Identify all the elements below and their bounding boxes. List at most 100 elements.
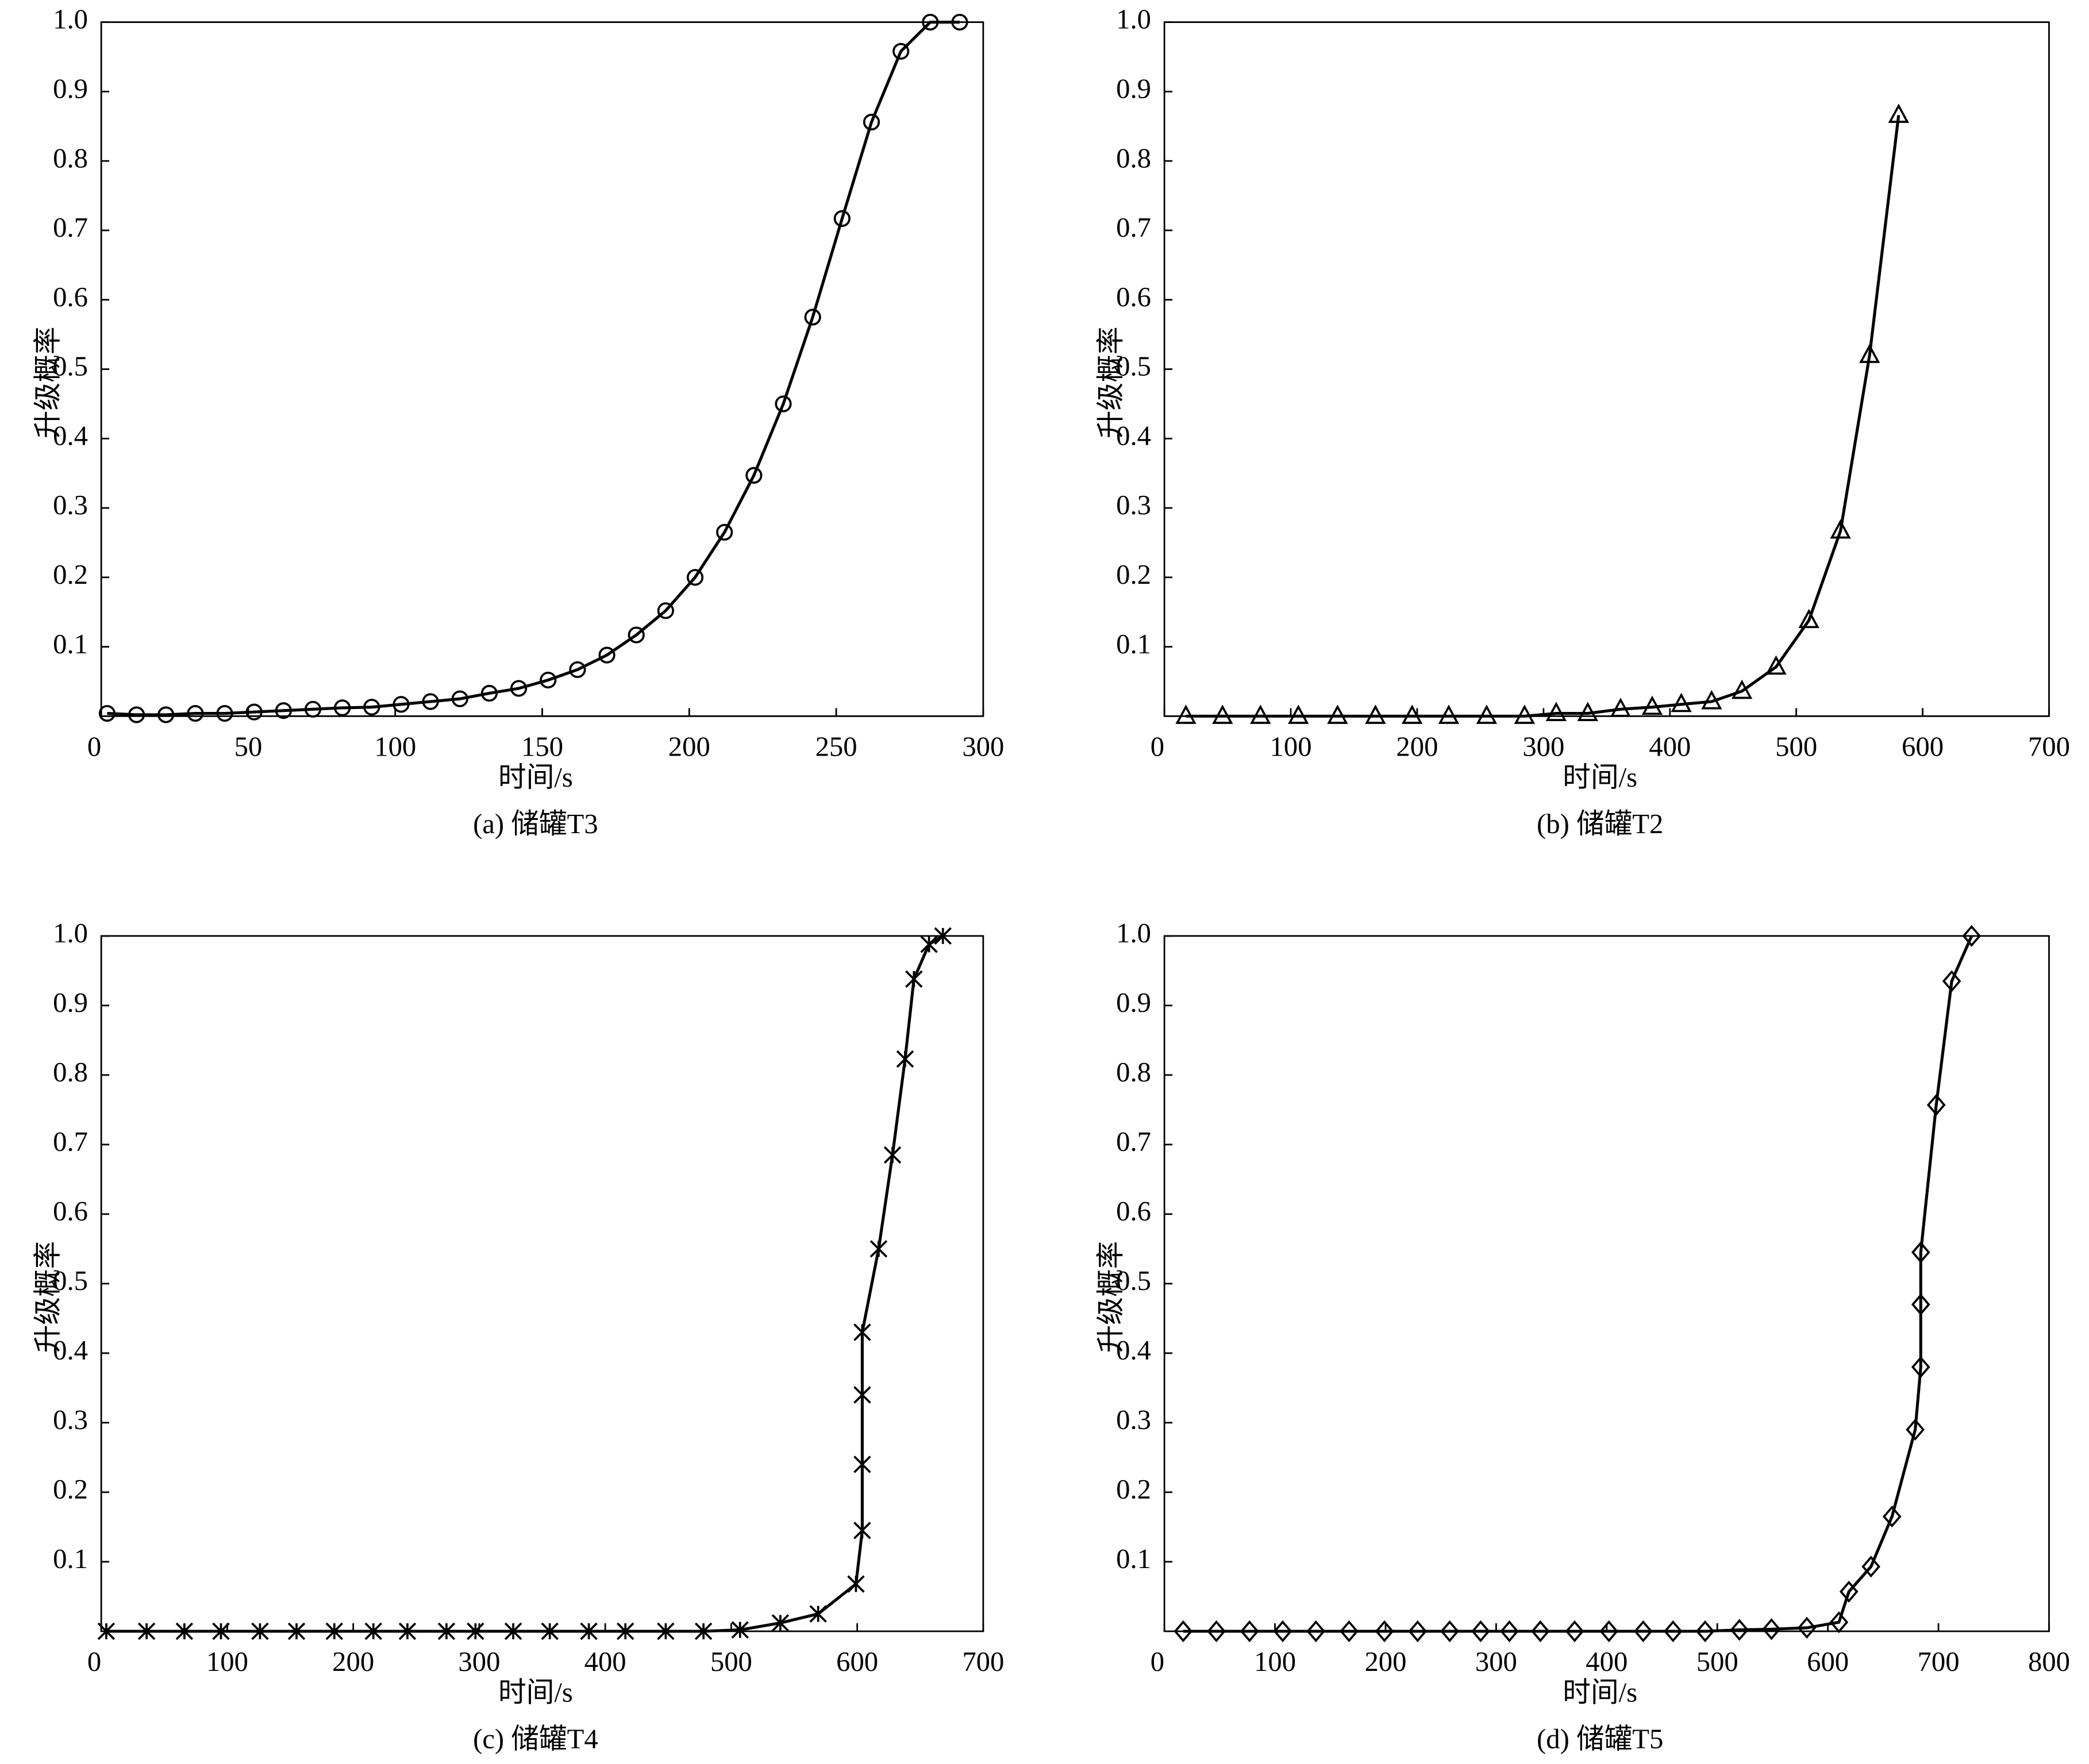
y-axis-label: 升级概率 (32, 326, 63, 438)
marker (540, 671, 557, 689)
y-tick-label: 0.1 (1116, 1543, 1151, 1574)
panel: 0 100 200 300 400 500 600 700 800 0.1 0.2 0.3 0.4 0.5… (1095, 918, 2070, 1755)
x-tick-label: 300 (1475, 1646, 1517, 1677)
marker (1911, 1241, 1930, 1264)
x-tick-label: 100 (374, 731, 416, 762)
marker (716, 523, 733, 541)
marker (853, 1323, 871, 1341)
marker (1829, 1611, 1849, 1634)
marker (809, 1605, 827, 1623)
marker (1962, 925, 1982, 947)
x-axis-label: 时间/s (1563, 762, 1637, 793)
y-tick-label: 0.5 (1116, 351, 1151, 382)
marker (920, 935, 938, 953)
panel: 0 100 200 300 400 500 600 700 0.1 0.2 0.3 0.4 0.5 0.6… (32, 918, 1004, 1755)
marker (922, 13, 939, 31)
x-tick-label: 0 (1151, 731, 1164, 762)
marker (870, 1240, 888, 1258)
y-tick-label: 0.4 (1116, 420, 1151, 451)
marker (137, 1622, 156, 1640)
plot-frame (1163, 935, 2050, 1632)
y-tick-label: 0.3 (53, 1404, 88, 1435)
marker (775, 395, 792, 413)
marker (1762, 1618, 1781, 1640)
x-tick-label: 0 (87, 731, 101, 762)
marker (216, 704, 233, 722)
x-axis-label: 时间/s (1563, 1677, 1637, 1708)
marker (175, 1622, 194, 1640)
y-tick-label: 0.8 (1116, 1057, 1151, 1088)
x-tick-label: 100 (1270, 731, 1312, 762)
x-tick-label: 300 (458, 1646, 500, 1677)
marker (1839, 1580, 1859, 1603)
curve (107, 21, 960, 717)
marker (1859, 344, 1880, 363)
marker (1926, 1093, 1946, 1116)
marker (1695, 1620, 1715, 1643)
x-tick-label: 700 (2028, 731, 2070, 762)
marker (1340, 1620, 1359, 1643)
marker (1212, 704, 1233, 724)
marker (1207, 1620, 1226, 1643)
x-tick-label: 400 (1586, 1646, 1628, 1677)
marker (1174, 1620, 1193, 1643)
marker (212, 1622, 230, 1640)
y-tick-label: 0.2 (1116, 559, 1151, 590)
x-tick-label: 0 (1151, 1646, 1164, 1677)
y-tick-label: 0.9 (53, 74, 88, 105)
marker (504, 1622, 522, 1640)
marker (1610, 698, 1632, 717)
marker (1438, 704, 1460, 724)
y-tick-label: 0.3 (1116, 490, 1151, 521)
marker (364, 1622, 382, 1640)
x-tick-label: 500 (1696, 1646, 1738, 1677)
x-tick-label: 700 (1918, 1646, 1960, 1677)
marker (467, 1622, 484, 1640)
y-tick-label: 0.4 (53, 420, 88, 451)
y-tick-label: 0.4 (1116, 1335, 1151, 1366)
marker (334, 699, 351, 717)
y-tick-label: 0.9 (53, 987, 88, 1018)
plot-frame (100, 935, 984, 1632)
marker (97, 1622, 116, 1640)
marker (1911, 1293, 1930, 1316)
y-tick-label: 0.1 (1116, 629, 1151, 660)
y-tick-label: 0.9 (1116, 987, 1151, 1018)
y-tick-label: 1.0 (1116, 918, 1151, 949)
marker (422, 693, 439, 710)
marker (1798, 608, 1819, 629)
caption: (b) 储罐T2 (1537, 808, 1663, 839)
marker (1882, 1505, 1902, 1528)
marker (157, 706, 175, 723)
marker (437, 1622, 456, 1640)
y-tick-label: 0.8 (53, 142, 88, 174)
y-tick-label: 0.9 (1116, 74, 1151, 105)
marker (304, 700, 322, 718)
marker (1906, 1418, 1925, 1441)
x-tick-label: 200 (1364, 1646, 1406, 1677)
x-tick-label: 100 (206, 1646, 248, 1677)
curve (106, 934, 944, 1633)
x-tick-label: 600 (1902, 731, 1944, 762)
marker (1440, 1620, 1459, 1643)
y-tick-label: 1.0 (53, 4, 88, 35)
marker (1861, 1555, 1881, 1578)
marker (1401, 704, 1423, 724)
y-axis-label: 升级概率 (1095, 326, 1126, 438)
y-tick-label: 0.2 (53, 559, 88, 590)
y-tick-label: 0.6 (1116, 1196, 1151, 1227)
marker (1830, 519, 1851, 539)
marker (1765, 655, 1787, 675)
marker (905, 970, 923, 988)
x-tick-label: 400 (584, 1646, 626, 1677)
marker (1500, 1620, 1519, 1643)
marker (325, 1622, 343, 1640)
marker (1476, 704, 1498, 724)
x-axis-label: 时间/s (498, 762, 573, 793)
panel: 0 100 200 300 400 500 600 700 0.1 0.2 0.3 0.4 0.5 0.6… (1095, 4, 2070, 839)
marker (598, 646, 615, 664)
marker (1514, 704, 1536, 724)
y-tick-label: 0.7 (1116, 212, 1151, 243)
x-tick-label: 0 (87, 1646, 101, 1677)
marker (804, 309, 821, 326)
